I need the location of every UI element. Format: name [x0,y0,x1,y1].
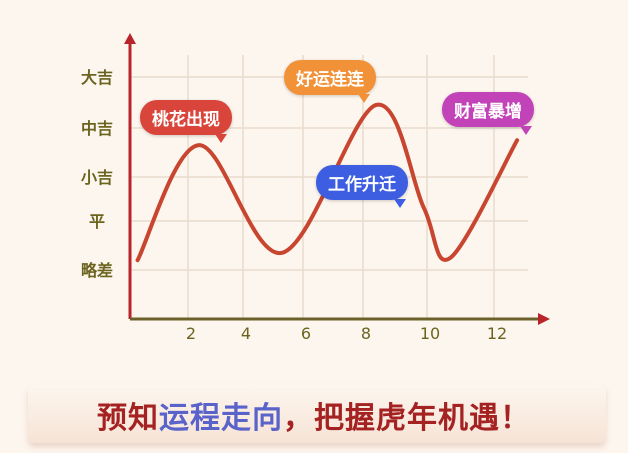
x-axis-arrow [538,313,550,325]
y-axis-arrow [124,33,136,44]
y-tick-label: 略差 [81,261,113,280]
slogan: 预知运程走向，把握虎年机遇！ [0,393,628,437]
x-axis-labels: 2 4 6 8 10 12 [186,324,507,343]
x-tick-label: 8 [361,324,371,343]
slogan-part2: 运程走向 [159,401,283,436]
fortune-chart: 略差 平 小吉 中吉 大吉 2 4 6 8 10 12 [81,33,550,343]
y-tick-label: 大吉 [81,68,113,87]
fortune-line [135,103,520,263]
y-tick-label: 小吉 [81,168,113,187]
annotation-wealth: 财富暴增 [442,92,534,135]
y-tick-label: 平 [89,212,105,231]
x-tick-label: 6 [301,324,311,343]
slogan-banner [28,385,606,443]
x-tick-label: 4 [241,324,251,343]
annotation-peach-blossom: 桃花出现 [140,100,232,143]
annotation-good-luck: 好运连连 [284,60,376,103]
y-tick-label: 中吉 [81,119,113,138]
slogan-part3: ，把握虎年机遇！ [283,401,531,436]
slogan-part1: 预知 [97,401,159,436]
x-tick-label: 10 [420,324,440,343]
axes [124,33,550,325]
x-tick-label: 12 [487,324,507,343]
x-tick-label: 2 [186,324,196,343]
annotation-promotion: 工作升迁 [316,165,408,208]
